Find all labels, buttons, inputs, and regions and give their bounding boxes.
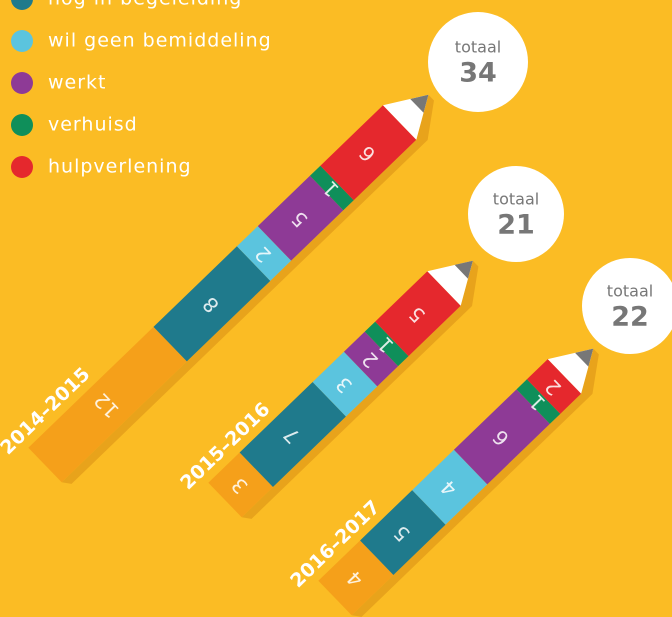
pencil-lead (410, 94, 429, 113)
legend-swatch (11, 114, 33, 136)
segment (343, 331, 399, 387)
legend-label: werkt (48, 72, 107, 94)
legend-swatch (11, 0, 33, 10)
pencil-lead (575, 348, 594, 367)
legend-swatch (11, 156, 33, 178)
legend-label: verhuisd (48, 114, 138, 136)
segment (28, 326, 187, 483)
total-caption: totaal (493, 190, 539, 209)
segment (516, 379, 561, 424)
segment (360, 490, 446, 575)
segment (208, 452, 273, 518)
legend-swatch (11, 30, 33, 52)
segment (412, 449, 488, 525)
segment (257, 175, 344, 261)
segment (153, 246, 271, 362)
segment (453, 389, 550, 485)
segment (236, 226, 292, 281)
total-caption: totaal (607, 282, 653, 301)
segment (318, 540, 394, 616)
total-value: 34 (459, 58, 497, 89)
total-caption: totaal (455, 38, 501, 57)
total-circle (468, 166, 564, 262)
segment (375, 271, 461, 357)
legend-swatch (11, 72, 33, 94)
legend-label: hulpverlening (48, 156, 192, 178)
segment (320, 105, 417, 201)
total-value: 21 (497, 210, 535, 241)
segment (312, 351, 378, 417)
segment (239, 382, 346, 488)
pencil-lead (454, 260, 473, 279)
segment (526, 359, 582, 414)
legend-label: nog in begeleiding (48, 0, 242, 10)
legend-label: wil geen bemiddeling (48, 30, 272, 52)
segment (364, 321, 409, 367)
total-circle (428, 12, 528, 112)
total-circle (582, 258, 672, 354)
segment (309, 165, 354, 211)
total-value: 22 (611, 302, 649, 333)
